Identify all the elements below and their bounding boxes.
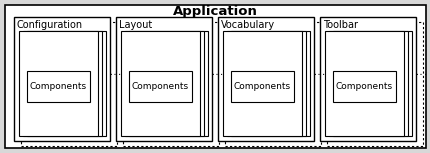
Bar: [326, 22, 422, 146]
Text: Layout: Layout: [119, 20, 152, 30]
Text: Configuration: Configuration: [17, 20, 83, 30]
Text: Application: Application: [173, 6, 257, 19]
Bar: [230, 71, 293, 102]
Text: ...: ...: [209, 69, 223, 78]
Bar: [14, 17, 110, 141]
Bar: [116, 17, 212, 141]
Text: ...: ...: [413, 69, 427, 78]
Bar: [332, 31, 411, 136]
Bar: [319, 17, 415, 141]
Bar: [19, 31, 98, 136]
Bar: [123, 22, 218, 146]
Bar: [332, 71, 395, 102]
Text: ...............: ...............: [21, 138, 77, 142]
Bar: [129, 31, 208, 136]
Text: Toolbar: Toolbar: [322, 20, 357, 30]
Text: Components: Components: [132, 82, 189, 91]
Bar: [222, 31, 301, 136]
Text: ...............: ...............: [224, 138, 281, 142]
Text: Vocabulary: Vocabulary: [221, 20, 274, 30]
Text: ...............: ...............: [123, 138, 179, 142]
Text: ...: ...: [108, 69, 122, 78]
Bar: [324, 31, 403, 136]
Text: Components: Components: [30, 82, 87, 91]
Bar: [328, 31, 407, 136]
Bar: [27, 71, 90, 102]
Bar: [27, 31, 106, 136]
Text: ...............: ...............: [326, 138, 382, 142]
Text: Components: Components: [233, 82, 290, 91]
Text: Components: Components: [335, 82, 392, 91]
Text: ...: ...: [311, 69, 325, 78]
Bar: [227, 31, 305, 136]
Bar: [230, 31, 309, 136]
Bar: [218, 17, 313, 141]
Bar: [129, 71, 192, 102]
Bar: [224, 22, 320, 146]
Bar: [125, 31, 203, 136]
Bar: [121, 31, 200, 136]
Bar: [21, 22, 117, 146]
Bar: [23, 31, 102, 136]
